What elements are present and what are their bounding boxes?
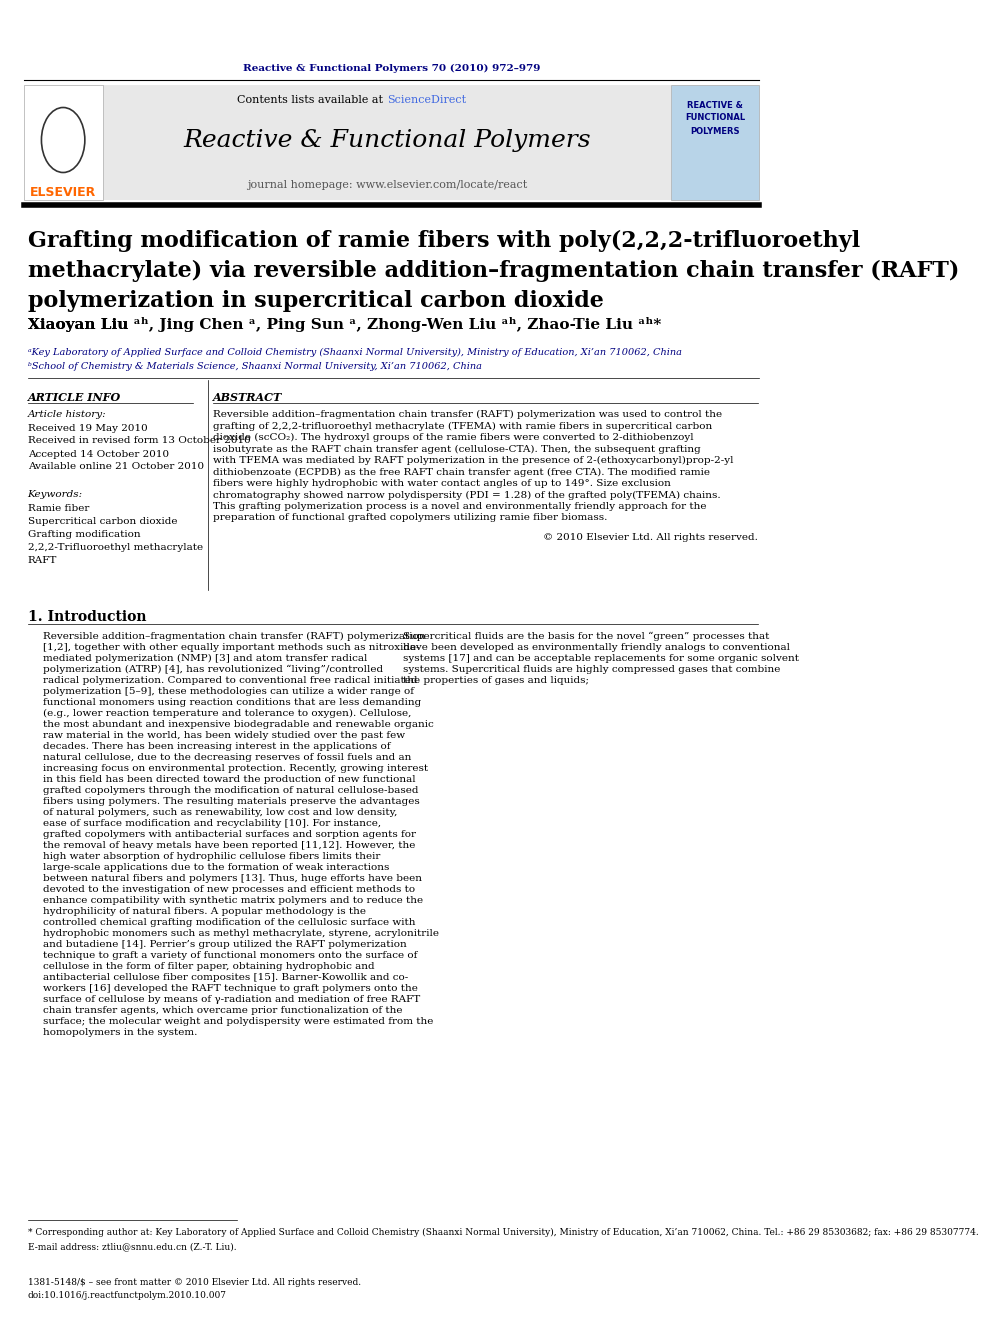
Text: 2,2,2-Trifluoroethyl methacrylate: 2,2,2-Trifluoroethyl methacrylate — [28, 542, 202, 552]
Text: technique to graft a variety of functional monomers onto the surface of: technique to graft a variety of function… — [44, 951, 418, 960]
Text: the removal of heavy metals have been reported [11,12]. However, the: the removal of heavy metals have been re… — [44, 841, 416, 849]
Text: Available online 21 October 2010: Available online 21 October 2010 — [28, 462, 203, 471]
Text: E-mail address: ztliu@snnu.edu.cn (Z.-T. Liu).: E-mail address: ztliu@snnu.edu.cn (Z.-T.… — [28, 1242, 236, 1252]
Text: between natural fibers and polymers [13]. Thus, huge efforts have been: between natural fibers and polymers [13]… — [44, 875, 423, 882]
Text: dithiobenzoate (ECPDB) as the free RAFT chain transfer agent (free CTA). The mod: dithiobenzoate (ECPDB) as the free RAFT … — [213, 467, 710, 476]
Text: Ramie fiber: Ramie fiber — [28, 504, 89, 513]
Text: workers [16] developed the RAFT technique to graft polymers onto the: workers [16] developed the RAFT techniqu… — [44, 984, 419, 994]
Text: functional monomers using reaction conditions that are less demanding: functional monomers using reaction condi… — [44, 699, 422, 706]
Text: fibers using polymers. The resulting materials preserve the advantages: fibers using polymers. The resulting mat… — [44, 796, 421, 806]
Text: have been developed as environmentally friendly analogs to conventional: have been developed as environmentally f… — [403, 643, 790, 652]
Text: increasing focus on environmental protection. Recently, growing interest: increasing focus on environmental protec… — [44, 763, 429, 773]
Text: and butadiene [14]. Perrier’s group utilized the RAFT polymerization: and butadiene [14]. Perrier’s group util… — [44, 941, 407, 949]
Text: controlled chemical grafting modification of the cellulosic surface with: controlled chemical grafting modificatio… — [44, 918, 416, 927]
Text: Xiaoyan Liu: Xiaoyan Liu — [28, 318, 133, 332]
Text: chromatography showed narrow polydispersity (PDI = 1.28) of the grafted poly(TFE: chromatography showed narrow polydispers… — [213, 491, 721, 500]
Text: POLYMERS: POLYMERS — [690, 127, 740, 135]
Text: polymerization [5–9], these methodologies can utilize a wider range of: polymerization [5–9], these methodologie… — [44, 687, 415, 696]
Text: grafted copolymers through the modification of natural cellulose-based: grafted copolymers through the modificat… — [44, 786, 419, 795]
Text: Reversible addition–fragmentation chain transfer (RAFT) polymerization was used : Reversible addition–fragmentation chain … — [213, 410, 722, 419]
Text: with TFEMA was mediated by RAFT polymerization in the presence of 2-(ethoxycarbo: with TFEMA was mediated by RAFT polymeri… — [213, 456, 734, 466]
Text: Reversible addition–fragmentation chain transfer (RAFT) polymerization: Reversible addition–fragmentation chain … — [44, 632, 426, 642]
Text: of natural polymers, such as renewability, low cost and low density,: of natural polymers, such as renewabilit… — [44, 808, 398, 818]
Text: Supercritical fluids are the basis for the novel “green” processes that: Supercritical fluids are the basis for t… — [403, 632, 769, 642]
Text: 1381-5148/$ – see front matter © 2010 Elsevier Ltd. All rights reserved.: 1381-5148/$ – see front matter © 2010 El… — [28, 1278, 361, 1287]
Text: grafting of 2,2,2-trifluoroethyl methacrylate (TFEMA) with ramie fibers in super: grafting of 2,2,2-trifluoroethyl methacr… — [213, 422, 712, 430]
Text: surface of cellulose by means of γ-radiation and mediation of free RAFT: surface of cellulose by means of γ-radia… — [44, 995, 421, 1004]
Text: Supercritical carbon dioxide: Supercritical carbon dioxide — [28, 517, 178, 527]
Text: homopolymers in the system.: homopolymers in the system. — [44, 1028, 197, 1037]
Text: mediated polymerization (NMP) [3] and atom transfer radical: mediated polymerization (NMP) [3] and at… — [44, 654, 368, 663]
Text: [1,2], together with other equally important methods such as nitroxide-: [1,2], together with other equally impor… — [44, 643, 420, 652]
Text: hydrophilicity of natural fibers. A popular methodology is the: hydrophilicity of natural fibers. A popu… — [44, 908, 366, 916]
Text: ABSTRACT: ABSTRACT — [213, 392, 283, 404]
Text: in this field has been directed toward the production of new functional: in this field has been directed toward t… — [44, 775, 416, 785]
Text: doi:10.1016/j.reactfunctpolym.2010.10.007: doi:10.1016/j.reactfunctpolym.2010.10.00… — [28, 1291, 226, 1301]
Text: the most abundant and inexpensive biodegradable and renewable organic: the most abundant and inexpensive biodeg… — [44, 720, 434, 729]
Text: RAFT: RAFT — [28, 556, 57, 565]
Text: Reactive & Functional Polymers 70 (2010) 972–979: Reactive & Functional Polymers 70 (2010)… — [243, 64, 541, 73]
Text: FUNCTIONAL: FUNCTIONAL — [685, 114, 745, 123]
Text: ease of surface modification and recyclability [10]. For instance,: ease of surface modification and recycla… — [44, 819, 382, 828]
Text: Accepted 14 October 2010: Accepted 14 October 2010 — [28, 450, 169, 459]
Text: methacrylate) via reversible addition–fragmentation chain transfer (RAFT): methacrylate) via reversible addition–fr… — [28, 261, 959, 282]
Text: dioxide (scCO₂). The hydroxyl groups of the ramie fibers were converted to 2-dit: dioxide (scCO₂). The hydroxyl groups of … — [213, 433, 693, 442]
Text: grafted copolymers with antibacterial surfaces and sorption agents for: grafted copolymers with antibacterial su… — [44, 830, 417, 839]
Text: polymerization (ATRP) [4], has revolutionized “living”/controlled: polymerization (ATRP) [4], has revolutio… — [44, 665, 384, 675]
Text: devoted to the investigation of new processes and efficient methods to: devoted to the investigation of new proc… — [44, 885, 416, 894]
Text: journal homepage: www.elsevier.com/locate/react: journal homepage: www.elsevier.com/locat… — [247, 180, 527, 191]
Text: surface; the molecular weight and polydispersity were estimated from the: surface; the molecular weight and polydi… — [44, 1017, 434, 1027]
Text: Grafting modification: Grafting modification — [28, 531, 140, 538]
Text: Contents lists available at: Contents lists available at — [237, 95, 387, 105]
Text: REACTIVE &: REACTIVE & — [687, 101, 743, 110]
Text: Keywords:: Keywords: — [28, 490, 82, 499]
Text: ᵇSchool of Chemistry & Materials Science, Shaanxi Normal University, Xi’an 71006: ᵇSchool of Chemistry & Materials Science… — [28, 363, 482, 370]
Text: Reactive & Functional Polymers: Reactive & Functional Polymers — [183, 128, 590, 152]
Text: (e.g., lower reaction temperature and tolerance to oxygen). Cellulose,: (e.g., lower reaction temperature and to… — [44, 709, 412, 718]
Text: fibers were highly hydrophobic with water contact angles of up to 149°. Size exc: fibers were highly hydrophobic with wate… — [213, 479, 671, 488]
Text: radical polymerization. Compared to conventional free radical initiated: radical polymerization. Compared to conv… — [44, 676, 418, 685]
Text: ELSEVIER: ELSEVIER — [30, 185, 96, 198]
Text: natural cellulose, due to the decreasing reserves of fossil fuels and an: natural cellulose, due to the decreasing… — [44, 753, 412, 762]
Text: raw material in the world, has been widely studied over the past few: raw material in the world, has been wide… — [44, 732, 406, 740]
Text: decades. There has been increasing interest in the applications of: decades. There has been increasing inter… — [44, 742, 391, 751]
Text: This grafting polymerization process is a novel and environmentally friendly app: This grafting polymerization process is … — [213, 501, 706, 511]
Text: preparation of functional grafted copolymers utilizing ramie fiber biomass.: preparation of functional grafted copoly… — [213, 513, 607, 523]
Text: systems. Supercritical fluids are highly compressed gases that combine: systems. Supercritical fluids are highly… — [403, 665, 780, 673]
Text: high water absorption of hydrophilic cellulose fibers limits their: high water absorption of hydrophilic cel… — [44, 852, 381, 861]
Text: Received in revised form 13 October 2010: Received in revised form 13 October 2010 — [28, 437, 250, 445]
Text: the properties of gases and liquids;: the properties of gases and liquids; — [403, 676, 588, 685]
Text: isobutyrate as the RAFT chain transfer agent (cellulose-CTA). Then, the subseque: isobutyrate as the RAFT chain transfer a… — [213, 445, 700, 454]
Text: © 2010 Elsevier Ltd. All rights reserved.: © 2010 Elsevier Ltd. All rights reserved… — [543, 533, 758, 542]
Text: cellulose in the form of filter paper, obtaining hydrophobic and: cellulose in the form of filter paper, o… — [44, 962, 375, 971]
Text: ARTICLE INFO: ARTICLE INFO — [28, 392, 121, 404]
Text: hydrophobic monomers such as methyl methacrylate, styrene, acrylonitrile: hydrophobic monomers such as methyl meth… — [44, 929, 439, 938]
Text: Xiaoyan Liu ᵃʰ, Jing Chen ᵃ, Ping Sun ᵃ, Zhong-Wen Liu ᵃʰ, Zhao-Tie Liu ᵃʰ*: Xiaoyan Liu ᵃʰ, Jing Chen ᵃ, Ping Sun ᵃ,… — [28, 318, 661, 332]
Bar — [24, 85, 102, 200]
Text: systems [17] and can be acceptable replacements for some organic solvent: systems [17] and can be acceptable repla… — [403, 654, 799, 663]
Bar — [102, 85, 671, 200]
Text: enhance compatibility with synthetic matrix polymers and to reduce the: enhance compatibility with synthetic mat… — [44, 896, 424, 905]
Bar — [671, 85, 759, 200]
Ellipse shape — [42, 107, 85, 172]
Text: * Corresponding author at: Key Laboratory of Applied Surface and Colloid Chemist: * Corresponding author at: Key Laborator… — [28, 1228, 978, 1237]
Text: large-scale applications due to the formation of weak interactions: large-scale applications due to the form… — [44, 863, 390, 872]
Text: ᵃKey Laboratory of Applied Surface and Colloid Chemistry (Shaanxi Normal Univers: ᵃKey Laboratory of Applied Surface and C… — [28, 348, 682, 357]
Text: ScienceDirect: ScienceDirect — [387, 95, 466, 105]
Text: Article history:: Article history: — [28, 410, 106, 419]
Text: Grafting modification of ramie fibers with poly(2,2,2-trifluoroethyl: Grafting modification of ramie fibers wi… — [28, 230, 860, 253]
Text: chain transfer agents, which overcame prior functionalization of the: chain transfer agents, which overcame pr… — [44, 1005, 403, 1015]
Text: antibacterial cellulose fiber composites [15]. Barner-Kowollik and co-: antibacterial cellulose fiber composites… — [44, 972, 409, 982]
Text: Received 19 May 2010: Received 19 May 2010 — [28, 423, 148, 433]
Text: 1. Introduction: 1. Introduction — [28, 610, 146, 624]
Text: polymerization in supercritical carbon dioxide: polymerization in supercritical carbon d… — [28, 290, 603, 312]
